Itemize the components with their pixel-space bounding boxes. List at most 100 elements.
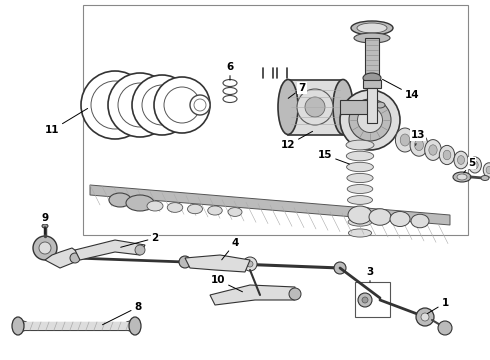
Circle shape — [243, 257, 257, 271]
Ellipse shape — [348, 218, 372, 226]
Text: 10: 10 — [211, 275, 243, 292]
Ellipse shape — [415, 139, 423, 150]
Ellipse shape — [348, 207, 372, 215]
Ellipse shape — [108, 73, 172, 137]
Circle shape — [416, 308, 434, 326]
Ellipse shape — [358, 108, 383, 132]
Ellipse shape — [91, 81, 139, 129]
Ellipse shape — [42, 224, 48, 228]
Ellipse shape — [454, 151, 468, 169]
Circle shape — [135, 245, 145, 255]
Bar — [340, 100, 370, 114]
Ellipse shape — [118, 83, 162, 127]
Circle shape — [334, 262, 346, 274]
Ellipse shape — [369, 209, 391, 225]
Polygon shape — [75, 240, 145, 260]
Ellipse shape — [411, 214, 429, 228]
Ellipse shape — [395, 128, 415, 152]
Ellipse shape — [340, 90, 400, 150]
Ellipse shape — [188, 204, 202, 214]
Ellipse shape — [223, 80, 237, 86]
Ellipse shape — [457, 174, 467, 180]
Ellipse shape — [208, 206, 222, 215]
Polygon shape — [18, 322, 135, 330]
Bar — [367, 88, 377, 123]
Text: 12: 12 — [281, 131, 313, 150]
Circle shape — [289, 288, 301, 300]
Ellipse shape — [363, 73, 381, 83]
Circle shape — [421, 313, 429, 321]
Ellipse shape — [348, 206, 372, 224]
Ellipse shape — [347, 185, 373, 193]
Ellipse shape — [458, 156, 465, 165]
Ellipse shape — [351, 21, 393, 35]
Text: 11: 11 — [45, 108, 88, 135]
Ellipse shape — [147, 201, 163, 211]
Ellipse shape — [472, 161, 478, 169]
Text: 3: 3 — [367, 267, 374, 282]
Ellipse shape — [453, 172, 471, 182]
Ellipse shape — [194, 99, 206, 111]
Ellipse shape — [346, 162, 373, 172]
Circle shape — [438, 321, 452, 335]
Ellipse shape — [375, 102, 385, 108]
Text: 2: 2 — [121, 233, 159, 247]
Text: 1: 1 — [427, 298, 449, 314]
Ellipse shape — [346, 151, 374, 161]
Ellipse shape — [410, 134, 428, 156]
Ellipse shape — [223, 95, 237, 103]
Ellipse shape — [486, 166, 490, 174]
Ellipse shape — [400, 134, 410, 146]
Ellipse shape — [425, 140, 441, 161]
Bar — [365, 38, 379, 78]
Ellipse shape — [443, 150, 451, 160]
Text: 7: 7 — [288, 83, 306, 98]
Ellipse shape — [126, 195, 154, 211]
Bar — [355, 282, 390, 317]
Circle shape — [305, 97, 325, 117]
Polygon shape — [45, 248, 82, 268]
Circle shape — [247, 261, 253, 267]
Bar — [363, 80, 381, 88]
Text: 15: 15 — [318, 150, 349, 164]
Ellipse shape — [349, 99, 391, 141]
Ellipse shape — [12, 317, 24, 335]
Ellipse shape — [483, 163, 490, 177]
Polygon shape — [90, 185, 450, 225]
Ellipse shape — [142, 85, 182, 125]
Bar — [83, 5, 468, 235]
Ellipse shape — [333, 80, 353, 135]
Text: 8: 8 — [102, 302, 142, 325]
Ellipse shape — [357, 23, 387, 33]
Ellipse shape — [347, 195, 372, 204]
Ellipse shape — [468, 157, 481, 173]
Polygon shape — [210, 285, 295, 305]
Ellipse shape — [132, 75, 192, 135]
Polygon shape — [185, 255, 250, 272]
Ellipse shape — [167, 203, 183, 212]
Ellipse shape — [429, 145, 437, 155]
Circle shape — [358, 293, 372, 307]
Circle shape — [179, 256, 191, 268]
Circle shape — [70, 253, 80, 263]
Circle shape — [39, 242, 51, 254]
Circle shape — [297, 89, 333, 125]
Text: 9: 9 — [42, 213, 49, 234]
Ellipse shape — [481, 176, 489, 180]
Ellipse shape — [354, 33, 390, 43]
Ellipse shape — [278, 80, 298, 135]
Bar — [288, 80, 343, 135]
Ellipse shape — [81, 71, 149, 139]
Ellipse shape — [124, 321, 138, 331]
Circle shape — [362, 297, 368, 303]
Text: 6: 6 — [226, 62, 234, 80]
Ellipse shape — [228, 208, 242, 216]
Ellipse shape — [190, 95, 210, 115]
Circle shape — [180, 257, 190, 267]
Text: 13: 13 — [411, 130, 425, 145]
Ellipse shape — [346, 140, 374, 150]
Ellipse shape — [15, 321, 29, 331]
Text: 5: 5 — [464, 158, 476, 173]
Ellipse shape — [440, 145, 455, 165]
Ellipse shape — [164, 87, 200, 123]
